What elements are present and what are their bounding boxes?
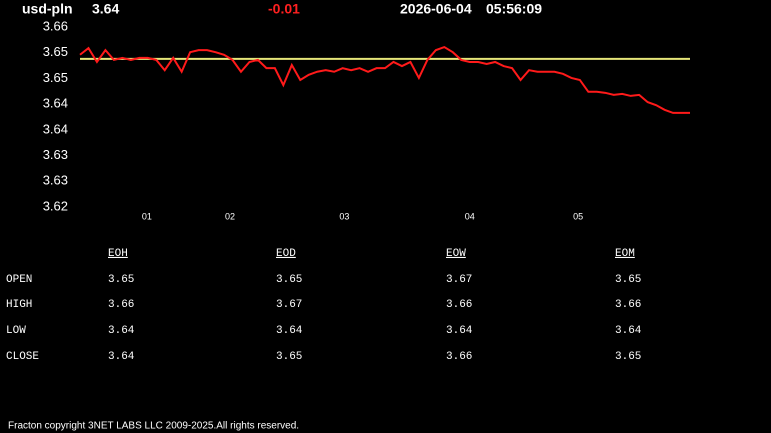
cell: 3.64 (615, 325, 642, 337)
column-header: EOH (108, 248, 128, 260)
cell: 3.65 (108, 274, 134, 286)
cell: 3.67 (446, 274, 472, 286)
symbol: usd-pln (22, 1, 73, 17)
cell: 3.66 (108, 299, 134, 311)
cell: 3.65 (276, 274, 302, 286)
x-tick-label: 04 (465, 211, 475, 221)
row-label: CLOSE (6, 351, 39, 363)
cell: 3.66 (446, 351, 472, 363)
x-tick-label: 05 (573, 211, 583, 221)
x-tick-label: 03 (339, 211, 349, 221)
y-tick-label: 3.63 (43, 173, 68, 188)
cell: 3.64 (276, 325, 303, 337)
cell: 3.65 (276, 351, 302, 363)
price-line (79, 45, 690, 114)
y-tick-label: 3.64 (43, 121, 68, 136)
price: 3.64 (92, 1, 119, 17)
date: 2026-06-04 (400, 1, 472, 17)
column-header: EOM (615, 248, 635, 260)
cell: 3.65 (615, 351, 641, 363)
change: -0.01 (268, 1, 300, 17)
time: 05:56:09 (486, 1, 542, 17)
x-tick-label: 01 (142, 211, 152, 221)
cell: 3.64 (108, 325, 135, 337)
column-header: EOD (276, 248, 296, 260)
y-tick-label: 3.62 (43, 198, 68, 213)
cell: 3.67 (276, 299, 302, 311)
y-tick-label: 3.63 (43, 147, 68, 162)
row-label: OPEN (6, 274, 32, 286)
cell: 3.65 (615, 274, 641, 286)
y-tick-label: 3.65 (43, 70, 68, 85)
x-tick-label: 02 (225, 211, 235, 221)
cell: 3.66 (615, 299, 641, 311)
row-label: HIGH (6, 299, 32, 311)
cell: 3.64 (108, 351, 135, 363)
footer: Fracton copyright 3NET LABS LLC 2009-202… (8, 421, 299, 432)
y-tick-label: 3.65 (43, 44, 68, 59)
cell: 3.66 (446, 299, 472, 311)
y-tick-label: 3.66 (43, 18, 68, 33)
row-label: LOW (6, 325, 26, 337)
y-tick-label: 3.64 (43, 96, 68, 111)
column-header: EOW (446, 248, 466, 260)
cell: 3.64 (446, 325, 473, 337)
